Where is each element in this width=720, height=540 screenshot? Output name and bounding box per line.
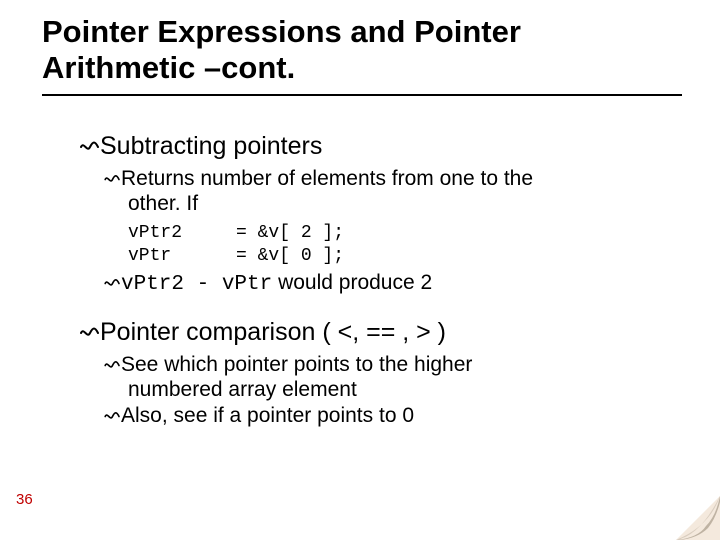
title-underline [42,94,682,96]
see-line-cont: numbered array element [128,378,680,402]
see-text-1: See which pointer points to the higher [121,353,472,376]
content-area: Subtracting pointers Returns number of e… [80,132,680,428]
bullet-icon [104,410,121,423]
section-subtracting: Subtracting pointers [80,132,680,161]
page-curl-icon [676,496,720,540]
code-line-1: vPtr2 = &v[ 2 ]; [128,223,344,243]
returns-line-cont: other. If [128,192,680,216]
bullet-icon [104,277,121,290]
title-line2: Arithmetic –cont. [42,50,682,86]
also-text: Also, see if a pointer points to 0 [121,404,414,427]
page-number: 36 [16,491,33,508]
expr-code: vPtr2 - vPtr [121,273,272,296]
expression-result: vPtr2 - vPtr would produce 2 [104,271,680,296]
also-line: Also, see if a pointer points to 0 [104,404,680,428]
subtracting-heading: Subtracting pointers [100,132,322,160]
code-block: vPtr2 = &v[ 2 ]; vPtr = &v[ 0 ]; [128,222,680,267]
comparison-heading: Pointer comparison ( <, == , > ) [100,318,446,346]
code-line-2: vPtr = &v[ 0 ]; [128,246,344,266]
returns-text-1: Returns number of elements from one to t… [121,167,533,190]
bullet-icon [104,173,121,186]
expr-tail: would produce 2 [272,271,432,294]
see-line: See which pointer points to the higher [104,353,680,377]
bullet-icon [104,359,121,372]
slide: Pointer Expressions and Pointer Arithmet… [0,0,720,540]
spacer [80,296,680,318]
slide-title: Pointer Expressions and Pointer Arithmet… [42,14,682,85]
returns-line: Returns number of elements from one to t… [104,167,680,191]
title-line1: Pointer Expressions and Pointer [42,14,521,49]
bullet-icon [80,325,100,341]
bullet-icon [80,139,100,155]
section-comparison: Pointer comparison ( <, == , > ) [80,318,680,347]
